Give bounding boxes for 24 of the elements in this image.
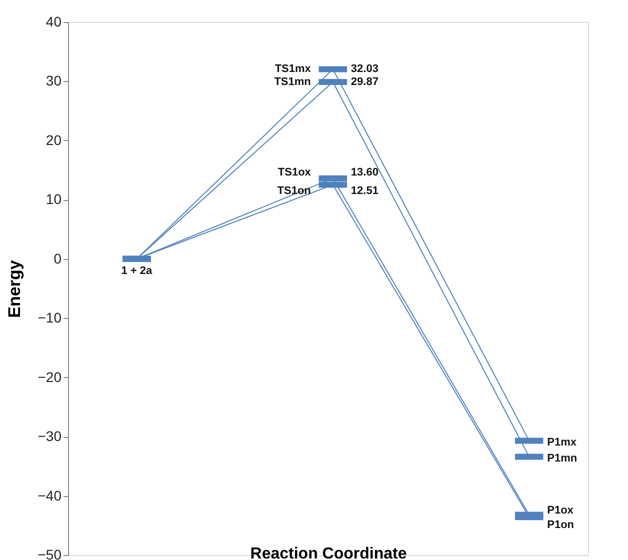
annotation: 1 + 2a	[121, 264, 154, 277]
y-tick-label: −40	[38, 487, 62, 504]
annotation: TS1mn	[274, 76, 312, 88]
y-axis-title: Energy	[4, 260, 24, 318]
data-label: 32.03	[350, 63, 378, 76]
y-tick-label: 0	[54, 250, 62, 266]
y-tick-label: 10	[46, 191, 62, 208]
annotation: P1on	[547, 519, 574, 532]
y-tick-label: −50	[38, 546, 62, 560]
data-label: 29.87	[350, 76, 378, 88]
data-label: 13.60	[350, 166, 378, 178]
x-axis-title: Reaction Coordinate	[250, 546, 407, 560]
annotation: P1mx	[547, 436, 578, 449]
y-tick-label: −30	[38, 428, 62, 444]
annotation: P1ox	[547, 504, 574, 517]
annotation: P1mn	[547, 452, 578, 465]
data-label: 12.51	[350, 184, 378, 197]
y-tick-label: −20	[38, 368, 62, 385]
y-tick-label: 30	[46, 72, 62, 89]
annotation: TS1ox	[278, 166, 312, 178]
y-tick-label: 20	[46, 132, 62, 148]
y-tick-label: −10	[38, 310, 62, 326]
y-tick-label: 40	[46, 14, 62, 30]
annotation: TS1mx	[274, 63, 312, 76]
